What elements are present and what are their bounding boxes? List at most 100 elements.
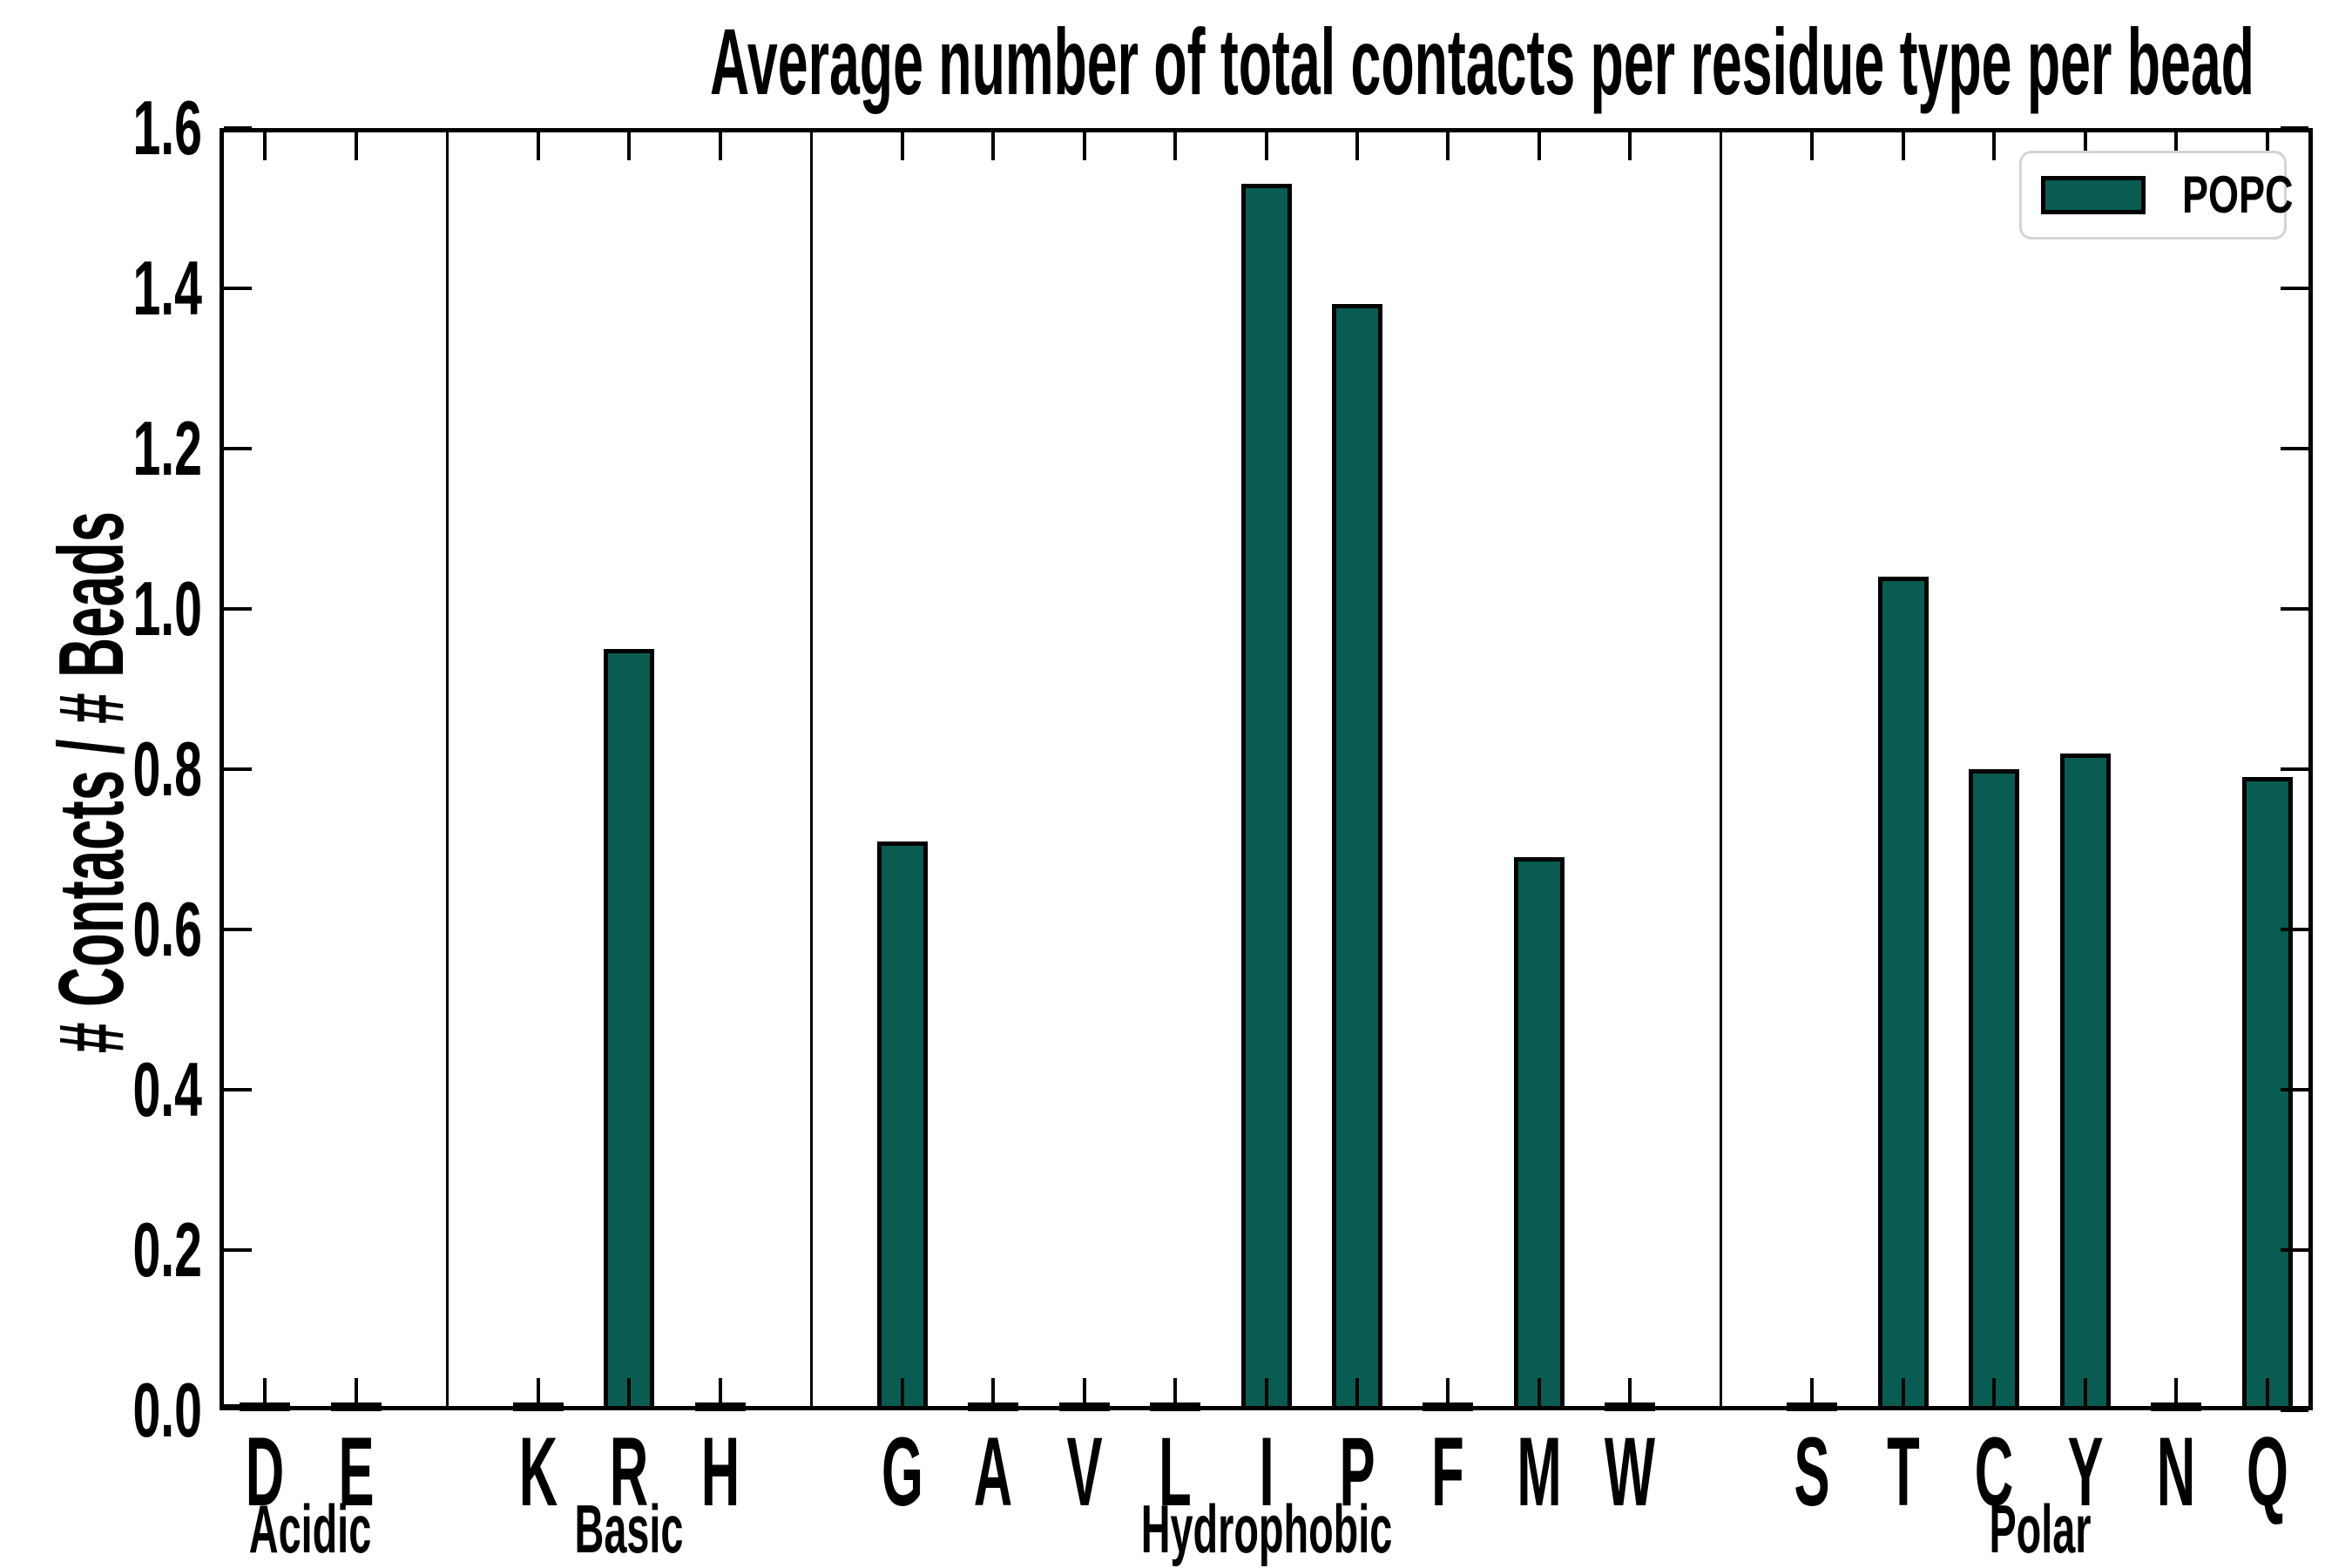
x-tick-label-R: R: [609, 1417, 649, 1526]
x-tick-label-K: K: [518, 1417, 558, 1526]
x-tick-bottom: [354, 1378, 358, 1406]
x-tick-label-Q: Q: [2246, 1417, 2288, 1526]
x-tick-bottom: [1173, 1378, 1178, 1406]
x-tick-top: [1628, 132, 1632, 160]
y-tick-right: [2281, 287, 2308, 290]
x-tick-bottom: [1264, 1378, 1268, 1406]
y-tick-left: [224, 767, 252, 771]
x-tick-bottom: [2083, 1378, 2087, 1406]
x-tick-bottom: [1082, 1378, 1086, 1406]
x-tick-top: [2174, 132, 2179, 160]
bar-T: [1877, 577, 1929, 1410]
x-tick-label-D: D: [245, 1417, 285, 1526]
x-tick-top: [900, 132, 904, 160]
x-tick-top: [1082, 132, 1086, 160]
y-tick-label: 1.2: [132, 405, 202, 491]
x-tick-top: [354, 132, 358, 160]
legend-label: POPC: [2182, 166, 2294, 224]
x-tick-label-L: L: [1159, 1417, 1192, 1526]
y-tick-left: [224, 1404, 252, 1408]
x-tick-bottom: [1537, 1378, 1541, 1406]
bar-I: [1240, 184, 1292, 1410]
bar-Q: [2241, 777, 2293, 1410]
y-tick-label: 1.6: [132, 84, 202, 171]
y-tick-left: [224, 928, 252, 931]
y-tick-left: [224, 287, 252, 290]
legend: POPC: [2019, 151, 2294, 240]
x-tick-top: [991, 132, 996, 160]
x-tick-bottom: [900, 1378, 904, 1406]
x-tick-label-W: W: [1605, 1417, 1656, 1526]
x-tick-top: [2265, 132, 2269, 160]
y-tick-right: [2281, 447, 2308, 450]
x-tick-top: [627, 132, 632, 160]
x-tick-top: [1810, 132, 1815, 160]
y-tick-label: 0.6: [132, 886, 202, 972]
y-tick-left: [224, 447, 252, 450]
y-tick-right: [2281, 1248, 2308, 1252]
legend-swatch-popc: [2041, 176, 2146, 214]
x-tick-bottom: [1992, 1378, 1997, 1406]
bar-Y: [2059, 754, 2111, 1410]
x-tick-top: [1992, 132, 1997, 160]
group-label-basic: Basic: [574, 1490, 684, 1567]
y-tick-label: 0.4: [132, 1046, 202, 1132]
x-tick-top: [536, 132, 540, 160]
bar-R: [604, 649, 655, 1410]
x-tick-bottom: [1446, 1378, 1450, 1406]
x-tick-bottom: [263, 1378, 267, 1406]
x-tick-label-T: T: [1887, 1417, 1920, 1526]
bar-C: [1969, 769, 2020, 1410]
x-tick-label-E: E: [338, 1417, 375, 1526]
x-tick-top: [1173, 132, 1178, 160]
x-tick-label-A: A: [973, 1417, 1013, 1526]
y-tick-left: [224, 1248, 252, 1252]
y-tick-left: [224, 607, 252, 611]
x-tick-bottom: [1901, 1378, 1905, 1406]
x-tick-top: [1901, 132, 1905, 160]
y-tick-label: 0.2: [132, 1206, 202, 1293]
x-tick-label-Y: Y: [2067, 1417, 2104, 1526]
bar-M: [1513, 857, 1565, 1410]
y-tick-right: [2281, 1088, 2308, 1092]
y-tick-label: 1.0: [132, 565, 202, 652]
x-tick-bottom: [1628, 1378, 1632, 1406]
bar-G: [876, 841, 928, 1410]
group-separator: [1720, 132, 1723, 1406]
y-tick-left: [224, 126, 252, 130]
x-tick-label-V: V: [1065, 1417, 1103, 1526]
y-tick-label: 0.0: [132, 1367, 202, 1453]
x-tick-bottom: [627, 1378, 632, 1406]
group-label-hydrophobic: Hydrophobic: [1140, 1490, 1392, 1567]
x-tick-bottom: [1355, 1378, 1359, 1406]
x-tick-bottom: [1810, 1378, 1815, 1406]
y-tick-left: [224, 1088, 252, 1092]
y-tick-right: [2281, 767, 2308, 771]
x-tick-top: [263, 132, 267, 160]
plot-frame: [220, 128, 2313, 1410]
group-separator: [445, 132, 449, 1406]
x-tick-label-C: C: [1975, 1417, 2014, 1526]
y-tick-label: 1.4: [132, 245, 202, 331]
x-tick-bottom: [2265, 1378, 2269, 1406]
group-separator: [809, 132, 813, 1406]
x-tick-top: [2083, 132, 2087, 160]
x-tick-label-H: H: [700, 1417, 740, 1526]
x-tick-label-G: G: [881, 1417, 923, 1526]
x-tick-bottom: [2174, 1378, 2179, 1406]
x-tick-label-P: P: [1339, 1417, 1375, 1526]
x-tick-top: [1355, 132, 1359, 160]
bar-P: [1331, 304, 1382, 1410]
group-label-acidic: Acidic: [249, 1490, 372, 1567]
y-tick-right: [2281, 126, 2308, 130]
y-tick-right: [2281, 928, 2308, 931]
x-tick-label-F: F: [1431, 1417, 1465, 1526]
y-tick-right: [2281, 1409, 2308, 1412]
x-tick-bottom: [718, 1378, 722, 1406]
x-tick-top: [718, 132, 722, 160]
x-tick-label-I: I: [1258, 1417, 1274, 1526]
x-tick-top: [1537, 132, 1541, 160]
x-tick-bottom: [991, 1378, 996, 1406]
